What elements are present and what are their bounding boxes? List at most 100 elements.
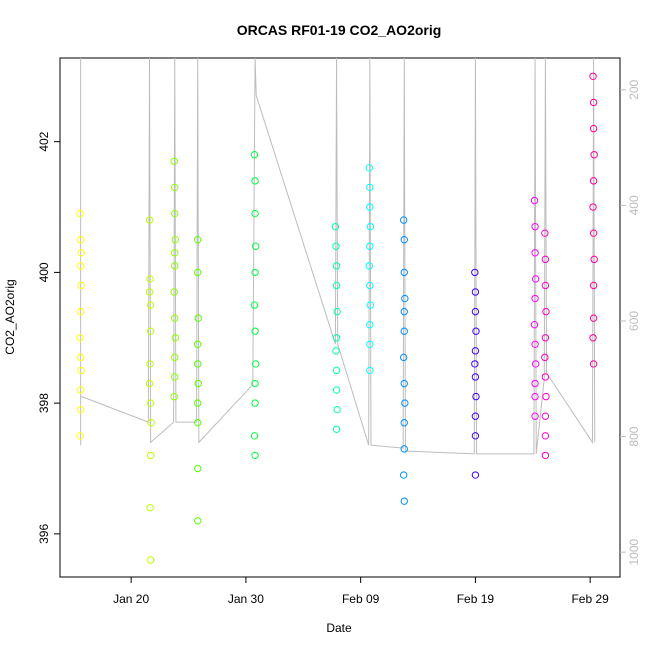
point xyxy=(171,209,179,218)
point xyxy=(400,268,408,277)
point xyxy=(76,262,85,270)
point xyxy=(171,353,179,362)
point xyxy=(194,314,202,322)
y-tick-label: 398 xyxy=(37,393,51,413)
point xyxy=(541,255,550,264)
point xyxy=(145,288,154,296)
point xyxy=(171,236,180,244)
point xyxy=(589,314,598,322)
point xyxy=(146,451,155,460)
point xyxy=(251,177,259,185)
point xyxy=(170,288,178,296)
point xyxy=(400,379,408,388)
point xyxy=(531,340,539,348)
point xyxy=(589,334,597,342)
point xyxy=(194,399,202,407)
point xyxy=(399,353,408,362)
point xyxy=(541,451,550,460)
point xyxy=(530,196,539,205)
point xyxy=(251,399,259,407)
y2-tick-label: 800 xyxy=(627,426,641,446)
point xyxy=(76,334,84,342)
point xyxy=(589,360,598,368)
point xyxy=(542,392,550,401)
point xyxy=(332,425,341,433)
point xyxy=(541,281,550,290)
point xyxy=(471,307,480,316)
point xyxy=(471,288,480,296)
point xyxy=(76,307,85,316)
point xyxy=(146,556,155,564)
point xyxy=(531,222,539,231)
point xyxy=(146,360,154,368)
point xyxy=(76,209,84,218)
point xyxy=(194,268,202,277)
x-tick-label: Jan 30 xyxy=(228,592,264,606)
point xyxy=(531,275,540,283)
point xyxy=(171,373,179,381)
point xyxy=(332,281,341,290)
y-tick-label: 400 xyxy=(37,262,51,282)
point xyxy=(76,353,85,362)
point xyxy=(589,281,598,290)
point xyxy=(542,307,550,316)
point xyxy=(77,249,85,257)
point xyxy=(541,229,549,237)
point xyxy=(400,419,408,427)
point xyxy=(146,399,155,407)
point xyxy=(171,262,179,270)
point xyxy=(76,386,85,394)
point xyxy=(332,334,341,342)
point xyxy=(77,281,85,290)
point xyxy=(171,334,180,342)
x-axis-label: Date xyxy=(326,621,352,635)
point xyxy=(366,203,374,211)
point xyxy=(251,268,259,277)
point xyxy=(471,373,480,381)
point xyxy=(145,379,154,388)
point xyxy=(471,471,480,479)
point xyxy=(530,320,539,329)
point xyxy=(541,353,549,362)
point xyxy=(194,236,202,244)
point xyxy=(250,301,259,309)
point xyxy=(589,229,598,237)
point xyxy=(194,419,202,427)
point xyxy=(589,203,597,211)
point xyxy=(399,471,408,479)
point xyxy=(194,360,202,368)
point xyxy=(400,497,408,505)
point xyxy=(531,392,539,401)
point xyxy=(171,249,179,257)
y2-tick-label: 600 xyxy=(627,311,641,331)
point xyxy=(332,386,341,394)
point xyxy=(147,419,155,427)
point xyxy=(146,275,154,283)
point xyxy=(531,249,539,257)
point xyxy=(194,340,202,348)
y2-tick-label: 400 xyxy=(627,195,641,215)
point xyxy=(471,268,479,277)
point xyxy=(589,177,598,185)
secondary-line xyxy=(80,57,596,455)
y-tick-label: 396 xyxy=(37,524,51,544)
point xyxy=(399,216,408,224)
point xyxy=(145,216,154,224)
point xyxy=(471,432,480,440)
point xyxy=(366,281,374,290)
point xyxy=(472,327,480,335)
point xyxy=(171,314,179,322)
point xyxy=(366,222,375,231)
point xyxy=(471,412,480,420)
point xyxy=(76,432,84,440)
point xyxy=(332,347,340,355)
point xyxy=(541,412,550,420)
point xyxy=(331,222,340,231)
y-axis-label: CO2_AO2orig xyxy=(3,279,17,354)
point xyxy=(333,405,341,414)
y2-tick-label: 200 xyxy=(627,79,641,99)
point xyxy=(531,294,539,303)
point xyxy=(250,151,259,159)
point xyxy=(590,151,598,159)
